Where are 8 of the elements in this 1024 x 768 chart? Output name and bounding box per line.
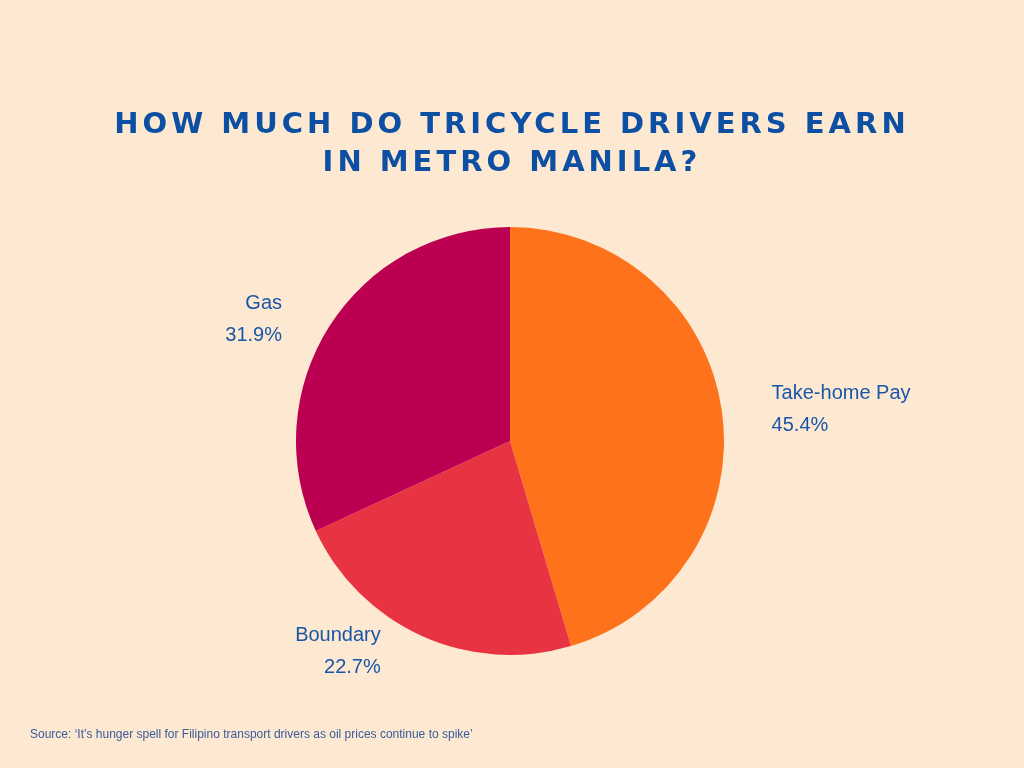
chart-title: HOW MUCH DO TRICYCLE DRIVERS EARN IN METRO MANILA? [113,105,911,180]
data-label: 31.9% [225,322,283,345]
data-label: 22.7% [324,654,381,677]
data-label: 45.4% [771,413,829,436]
source-note: Source: ‘It’s hunger spell for Filipino transport drivers as oil prices continue to spike’ [30,727,473,741]
slice-label: Take-home Pay [771,381,911,404]
slice-label: Gas [245,290,283,313]
slice-label: Boundary [295,622,381,645]
